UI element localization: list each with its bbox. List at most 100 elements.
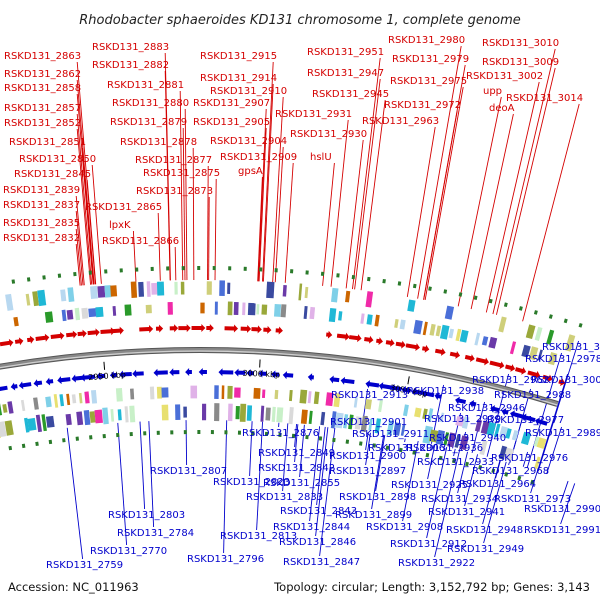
reverse-gene-arrow	[455, 396, 467, 405]
ring-tick-mark	[305, 270, 309, 275]
reverse-gene-block	[368, 418, 373, 431]
leader-line	[315, 427, 329, 537]
ring-tick-mark	[116, 432, 120, 438]
reverse-gene-arrow	[132, 369, 144, 378]
forward-gene-block	[261, 304, 268, 315]
reverse-gene-block	[201, 403, 207, 421]
leader-line	[319, 427, 336, 557]
forward-gene-block	[32, 291, 40, 307]
gene-label: RSKD131_2925	[391, 480, 468, 491]
gene-label: RSKD131_2850	[19, 154, 96, 165]
gene-label: RSKD131_2938	[407, 386, 484, 397]
ring-tick-mark	[35, 441, 39, 447]
leader-line	[322, 162, 335, 286]
reverse-gene-block	[276, 407, 284, 423]
reverse-gene-block	[124, 406, 129, 423]
leader-line	[294, 424, 299, 463]
reverse-gene-block	[2, 403, 8, 413]
ring-tick-mark	[385, 445, 390, 450]
ring-tick-mark	[259, 267, 263, 272]
reverse-gene-block	[435, 429, 446, 446]
reverse-gene-arrow	[411, 387, 424, 396]
ring-tick-mark	[26, 277, 31, 282]
gene-label: RSKD131_2931	[275, 109, 352, 120]
leader-line	[284, 162, 294, 283]
reverse-gene-arrow	[390, 384, 402, 392]
forward-gene-block	[474, 332, 481, 346]
forward-gene-block	[407, 299, 416, 312]
gene-label: RSKD131_2807	[150, 466, 227, 477]
reverse-gene-block	[156, 386, 163, 399]
reverse-gene-block	[348, 414, 354, 430]
leader-line	[185, 420, 188, 466]
reverse-gene-block	[511, 430, 519, 441]
forward-gene-arrow	[421, 344, 430, 353]
gene-label: RSKD131_2881	[107, 80, 184, 91]
reverse-gene-block	[308, 410, 313, 424]
gene-label: RSKD131_2866	[102, 236, 179, 247]
ring-tick-mark	[412, 450, 416, 455]
leader-line	[75, 210, 84, 286]
gene-arrows	[0, 323, 566, 426]
scale-tick-label: 3000 kbp	[242, 369, 280, 380]
leader-line	[530, 470, 538, 494]
leader-line	[249, 421, 253, 477]
reverse-gene-block	[299, 389, 308, 404]
gene-label: RSKD131_2847	[283, 557, 360, 568]
gene-label: RSKD131_2770	[90, 546, 167, 557]
forward-gene-block	[13, 316, 19, 327]
ring-tick-mark	[119, 268, 123, 273]
reverse-gene-arrow	[57, 376, 71, 385]
ring-tick-mark	[320, 271, 325, 276]
ring-tick-mark	[104, 269, 108, 274]
backbone-fill	[0, 348, 559, 406]
gene-label: RSKD131_2839	[3, 185, 80, 196]
reverse-gene-block	[343, 414, 349, 429]
gene-label: RSKD131_2803	[108, 510, 185, 521]
gene-label: RSKD131_2857	[4, 103, 81, 114]
forward-gene-block	[360, 313, 365, 324]
chromosome-backbone	[0, 347, 559, 407]
leader-line	[470, 113, 514, 310]
forward-gene-block	[227, 282, 231, 294]
leader-line	[76, 113, 93, 285]
reverse-gene-arrow	[109, 371, 118, 380]
ring-tick-mark	[89, 435, 93, 440]
ring-tick-mark	[438, 455, 443, 461]
forward-gene-block	[525, 324, 536, 340]
gene-label: RSKD131_2911	[352, 429, 429, 440]
forward-gene-block	[167, 301, 173, 315]
reverse-gene-arrow	[340, 376, 355, 385]
reverse-gene-arrow	[10, 382, 18, 391]
reverse-gene-block	[455, 415, 465, 427]
gene-label: RSKD131_2862	[4, 69, 81, 80]
gene-label: RSKD131_2977	[487, 415, 564, 426]
accession-text: Accession: NC_011963	[8, 580, 139, 594]
leader-line	[522, 451, 529, 467]
leader-line	[262, 61, 274, 282]
reverse-gene-arrow	[0, 385, 8, 391]
gene-label: RSKD131_2991	[524, 525, 600, 536]
reverse-gene-arrow	[434, 392, 442, 401]
forward-gene-block	[60, 289, 67, 302]
ring-tick-mark	[517, 475, 522, 481]
reverse-gene-arrow	[33, 379, 43, 388]
reverse-gene-arrow	[18, 381, 32, 390]
forward-gene-block	[444, 305, 455, 320]
leader-line	[492, 48, 556, 315]
leader-line	[457, 96, 502, 307]
reverse-gene-block	[402, 404, 409, 417]
reverse-gene-block	[214, 403, 220, 422]
ring-tick-mark	[473, 295, 478, 301]
forward-gene-block	[282, 285, 287, 297]
leader-line	[485, 81, 540, 313]
forward-gene-block	[546, 329, 555, 345]
gene-label: RSKD131_2905	[193, 117, 270, 128]
gene-label: RSKD131_2900	[329, 451, 406, 462]
scale-tick: 3000 kbp	[242, 359, 280, 380]
forward-gene-block	[146, 281, 151, 297]
ring-tick-mark	[73, 271, 77, 277]
ring-tick-mark	[181, 266, 185, 271]
reverse-gene-block	[94, 409, 103, 424]
forward-gene-arrow	[505, 364, 516, 372]
